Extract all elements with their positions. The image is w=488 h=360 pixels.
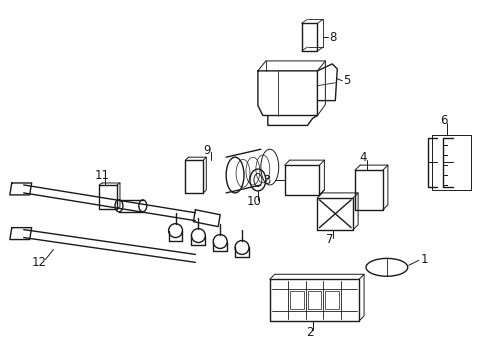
- Bar: [325, 291, 339, 309]
- Text: 3: 3: [263, 174, 270, 186]
- Text: 12: 12: [32, 256, 47, 269]
- Bar: [289, 291, 303, 309]
- Text: 9: 9: [203, 144, 211, 157]
- Text: 1: 1: [420, 253, 427, 266]
- Text: 8: 8: [328, 31, 336, 44]
- Text: 6: 6: [439, 114, 447, 127]
- Text: 5: 5: [343, 74, 350, 87]
- Text: 4: 4: [359, 151, 366, 164]
- Bar: [307, 291, 321, 309]
- Text: 11: 11: [95, 168, 110, 181]
- Text: 2: 2: [305, 326, 313, 339]
- Text: 10: 10: [246, 195, 261, 208]
- Text: 7: 7: [325, 233, 332, 246]
